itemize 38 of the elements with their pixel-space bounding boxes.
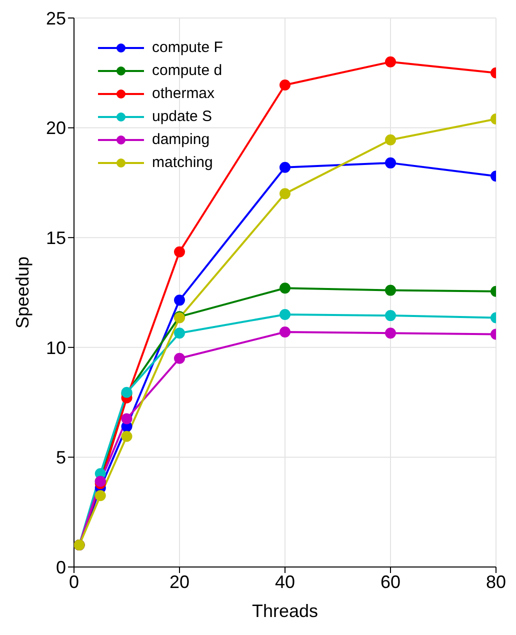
y-tick-label: 15 xyxy=(46,228,66,248)
point xyxy=(174,294,185,306)
legend-label: othermax xyxy=(152,84,215,104)
point xyxy=(280,326,290,338)
y-axis-title: Speedup xyxy=(12,256,32,329)
legend-label: compute F xyxy=(152,38,223,58)
x-tick-label: 80 xyxy=(486,572,506,592)
y-tick-label: 0 xyxy=(56,557,66,578)
point xyxy=(385,284,396,296)
point xyxy=(94,490,106,502)
x-tick-label: 20 xyxy=(169,572,190,592)
legend-label: update S xyxy=(152,107,212,127)
x-tick-label: 0 xyxy=(68,572,80,592)
x-tick-label: 60 xyxy=(380,572,401,592)
y-tick-label: 25 xyxy=(46,8,66,28)
point xyxy=(385,310,396,322)
point xyxy=(280,282,290,294)
point xyxy=(174,328,185,339)
point xyxy=(121,430,132,442)
x-axis-title: Threads xyxy=(252,601,318,621)
legend-label: compute d xyxy=(152,61,222,81)
y-tick-label: 5 xyxy=(56,448,66,468)
point xyxy=(385,134,396,146)
y-tick-label: 10 xyxy=(46,338,66,358)
point xyxy=(280,162,290,173)
legend-label: matching xyxy=(152,153,213,173)
point xyxy=(385,56,396,68)
point xyxy=(385,157,396,168)
point xyxy=(174,246,185,258)
point xyxy=(280,188,290,200)
point xyxy=(121,413,132,424)
legend-label: damping xyxy=(152,130,210,150)
point xyxy=(280,79,290,90)
point xyxy=(280,308,290,320)
point xyxy=(385,328,396,339)
y-tick-label: 20 xyxy=(46,118,66,138)
point xyxy=(174,352,185,364)
x-tick-label: 40 xyxy=(274,572,296,592)
